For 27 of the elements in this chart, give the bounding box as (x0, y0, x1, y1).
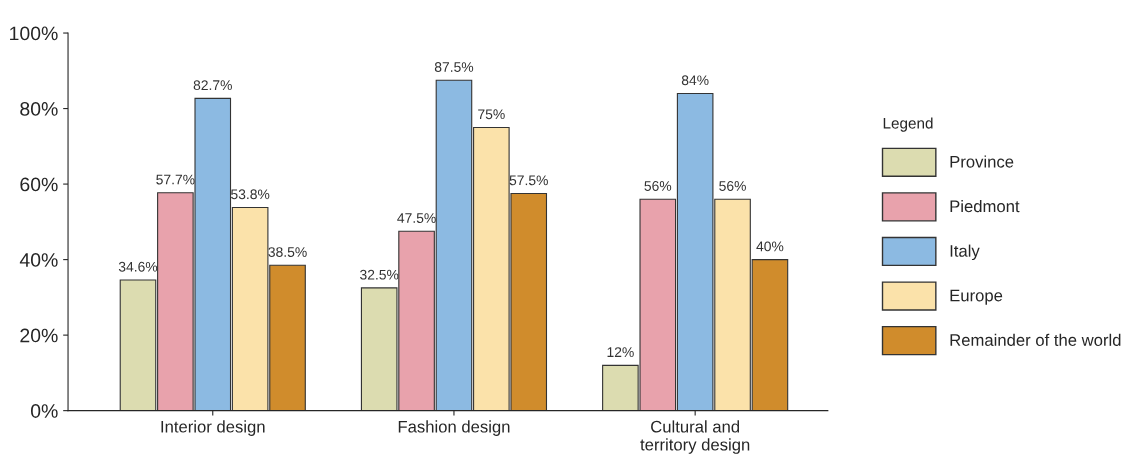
legend-label: Province (950, 155, 1014, 168)
y-tick-label: 0% (30, 404, 58, 418)
data-label: 56% (719, 181, 746, 191)
y-tick-label: 20% (20, 328, 58, 343)
data-label: 53.8% (231, 189, 270, 200)
y-tick-label: 80% (20, 102, 58, 116)
data-label: 75% (478, 109, 505, 120)
legend-label: Piedmont (950, 200, 1020, 213)
legend-label: Remainder of the world (950, 333, 1121, 346)
data-label: 12% (607, 347, 634, 357)
x-tick-label: Fashion design (398, 420, 510, 436)
data-label: 40% (756, 241, 784, 252)
data-label: 47.5% (397, 213, 436, 223)
data-label: 84% (681, 75, 709, 86)
data-label: 87.5% (434, 62, 474, 72)
x-tick-label: Cultural and territory design (640, 420, 750, 454)
y-tick-label: 40% (19, 253, 58, 267)
data-label: 82.7% (193, 80, 232, 91)
data-label: 56% (644, 181, 672, 191)
data-label: 34.6% (118, 261, 158, 272)
legend-label: Italy (950, 244, 980, 261)
legend-label: Europe (950, 289, 1003, 305)
x-tick-label: Interior design (161, 420, 265, 436)
legend-title: Legend (883, 117, 933, 132)
y-tick-label: 60% (20, 177, 58, 192)
y-tick-label: 100% (10, 26, 58, 41)
data-label: 38.5% (268, 247, 307, 257)
